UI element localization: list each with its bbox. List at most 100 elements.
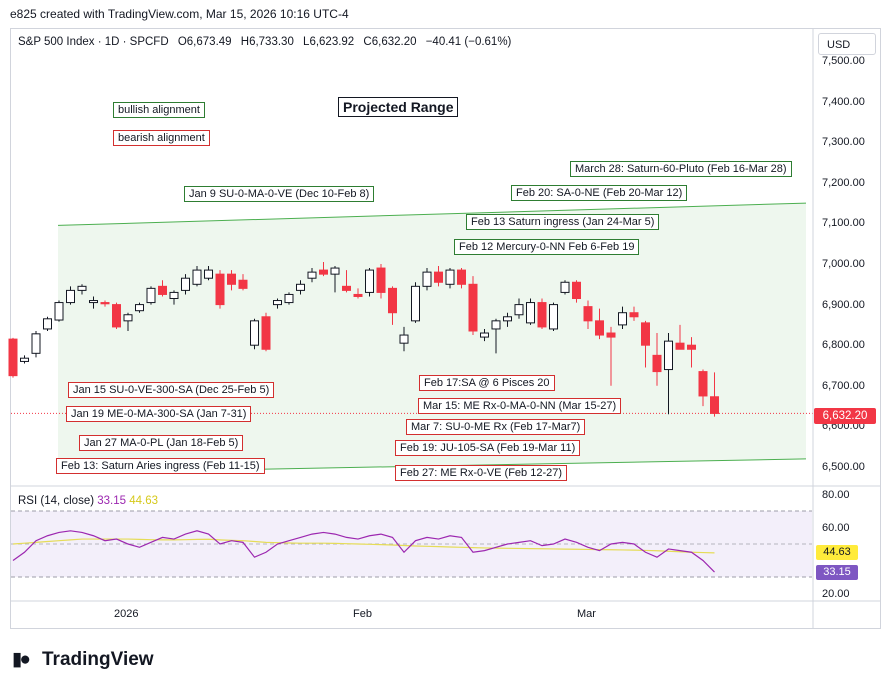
candle-body <box>227 273 236 285</box>
candle-body <box>411 285 420 322</box>
annotation-bearish: Mar 7: SU-0-ME Rx (Feb 17-Mar7) <box>406 419 586 435</box>
candle-body <box>307 271 317 279</box>
candle-body <box>445 269 455 285</box>
candle-body <box>526 302 535 324</box>
rsi-legend: RSI (14, close) 33.15 44.63 <box>18 495 158 507</box>
candle-body <box>146 287 156 304</box>
candle-body <box>261 316 271 350</box>
candle-body <box>583 306 593 322</box>
ohlc-legend: S&P 500 Index · 1D · SPCFD O6,673.49 H6,… <box>18 36 517 48</box>
currency-button[interactable]: USD <box>818 33 876 55</box>
candle-body <box>537 302 547 328</box>
y-tick-label: 6,700.00 <box>822 379 865 392</box>
candle-body <box>480 332 489 338</box>
candle-body <box>606 332 616 338</box>
close-value: C6,632.20 <box>363 36 417 48</box>
annotation-bearish: Feb 27: ME Rx-0-VE (Feb 12-27) <box>395 465 568 481</box>
annotation-bearish: Jan 19 ME-0-MA-300-SA (Jan 7-31) <box>66 406 252 422</box>
candle-body <box>204 269 213 279</box>
candle-body <box>468 283 478 332</box>
candle-body <box>629 312 639 318</box>
candle-body <box>296 283 305 291</box>
candle-body <box>353 293 363 297</box>
candle-body <box>572 281 581 300</box>
candle-body <box>503 316 512 322</box>
rsi-value: 33.15 <box>97 495 127 507</box>
y-tick-label: 7,400.00 <box>822 95 865 108</box>
candle-body <box>491 320 501 330</box>
legend-bearish: bearish alignment <box>113 130 210 146</box>
chart-frame <box>10 28 881 629</box>
annotation-bullish: Feb 20: SA-0-NE (Feb 20-Mar 12) <box>511 185 688 201</box>
rsi-ma-tag: 44.63 <box>816 545 858 560</box>
candle-body <box>215 273 225 306</box>
rsi-tick-label: 20.00 <box>822 587 850 600</box>
x-tick-label: Feb <box>353 608 372 620</box>
candle-body <box>66 289 75 304</box>
annotation-bearish: Jan 15 SU-0-VE-300-SA (Dec 25-Feb 5) <box>68 382 275 398</box>
candle-body <box>158 285 167 295</box>
candle-body <box>100 302 110 305</box>
rsi-line <box>12 530 715 573</box>
y-tick-label: 6,500.00 <box>822 461 865 473</box>
candle-body <box>112 304 121 328</box>
candle-body <box>698 371 708 397</box>
candle-body <box>376 267 386 293</box>
candle-body <box>192 269 202 285</box>
candle-body <box>434 271 443 283</box>
candle-body <box>250 320 259 346</box>
annotation-bearish: Feb 17:SA @ 6 Pisces 20 <box>419 375 555 391</box>
high-value: H6,733.30 <box>240 36 294 48</box>
candle-body <box>687 344 696 350</box>
rsi-tick-label: 80.00 <box>822 488 850 501</box>
candle-body <box>54 302 64 321</box>
annotation-bearish: Feb 19: JU-105-SA (Feb 19-Mar 11) <box>395 440 581 456</box>
candle-body <box>652 354 662 373</box>
candle-body <box>43 318 52 330</box>
chart-caption: e825 created with TradingView.com, Mar 1… <box>10 7 349 21</box>
x-tick-label: Mar <box>577 608 596 620</box>
y-tick-label: 7,100.00 <box>822 217 865 230</box>
candle-body <box>549 304 558 330</box>
candle-body <box>388 287 397 314</box>
candle-body <box>169 291 179 300</box>
annotation-bullish: Feb 12 Mercury-0-NN Feb 6-Feb 19 <box>454 239 640 255</box>
y-tick-label: 7,000.00 <box>822 258 865 270</box>
last-price-tag: 6,632.20 <box>814 408 876 424</box>
symbol-label[interactable]: S&P 500 Index · 1D · SPCFD <box>18 36 169 48</box>
candle-body <box>618 312 627 326</box>
y-tick-label: 7,200.00 <box>822 176 865 189</box>
y-tick-label: 7,300.00 <box>822 136 865 149</box>
y-tick-label: 6,800.00 <box>822 339 865 352</box>
candle-body <box>20 357 29 362</box>
candle-body <box>77 285 87 291</box>
candle-body <box>284 293 294 304</box>
candle-body <box>560 281 570 293</box>
candle-body <box>710 396 719 414</box>
candle-body <box>595 320 604 336</box>
candle-body <box>330 267 340 275</box>
rsi-value-tag: 33.15 <box>816 565 858 580</box>
candle-body <box>664 340 673 371</box>
candle-body <box>457 269 466 285</box>
rsi-ma-value: 44.63 <box>129 495 159 507</box>
annotation-bearish: Jan 27 MA-0-PL (Jan 18-Feb 5) <box>79 435 244 451</box>
open-value: O6,673.49 <box>177 36 232 48</box>
low-value: L6,623.92 <box>303 36 355 48</box>
tradingview-logo-icon: ▮● <box>12 649 31 670</box>
y-tick-label: 6,900.00 <box>822 298 865 311</box>
rsi-label[interactable]: RSI (14, close) <box>18 495 95 507</box>
annotation-bullish: Jan 9 SU-0-MA-0-VE (Dec 10-Feb 8) <box>184 186 375 202</box>
candle-body <box>675 342 685 350</box>
y-tick-label: 7,500.00 <box>822 55 865 67</box>
rsi-tick-label: 60.00 <box>822 521 850 534</box>
tradingview-logo[interactable]: ▮● TradingView <box>12 649 154 670</box>
chart-title: Projected Range <box>338 97 459 117</box>
candle-body <box>31 333 41 354</box>
candle-body <box>514 304 524 316</box>
change-value: −40.41 (−0.61%) <box>425 36 512 48</box>
candle-body <box>123 314 133 322</box>
candle-body <box>422 271 432 287</box>
candle-body <box>641 322 650 346</box>
candle-body <box>181 277 190 291</box>
